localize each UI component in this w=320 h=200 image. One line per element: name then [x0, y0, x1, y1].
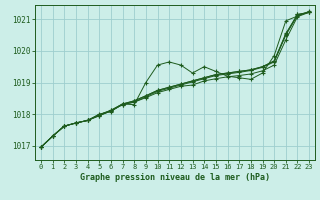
X-axis label: Graphe pression niveau de la mer (hPa): Graphe pression niveau de la mer (hPa)	[80, 173, 270, 182]
